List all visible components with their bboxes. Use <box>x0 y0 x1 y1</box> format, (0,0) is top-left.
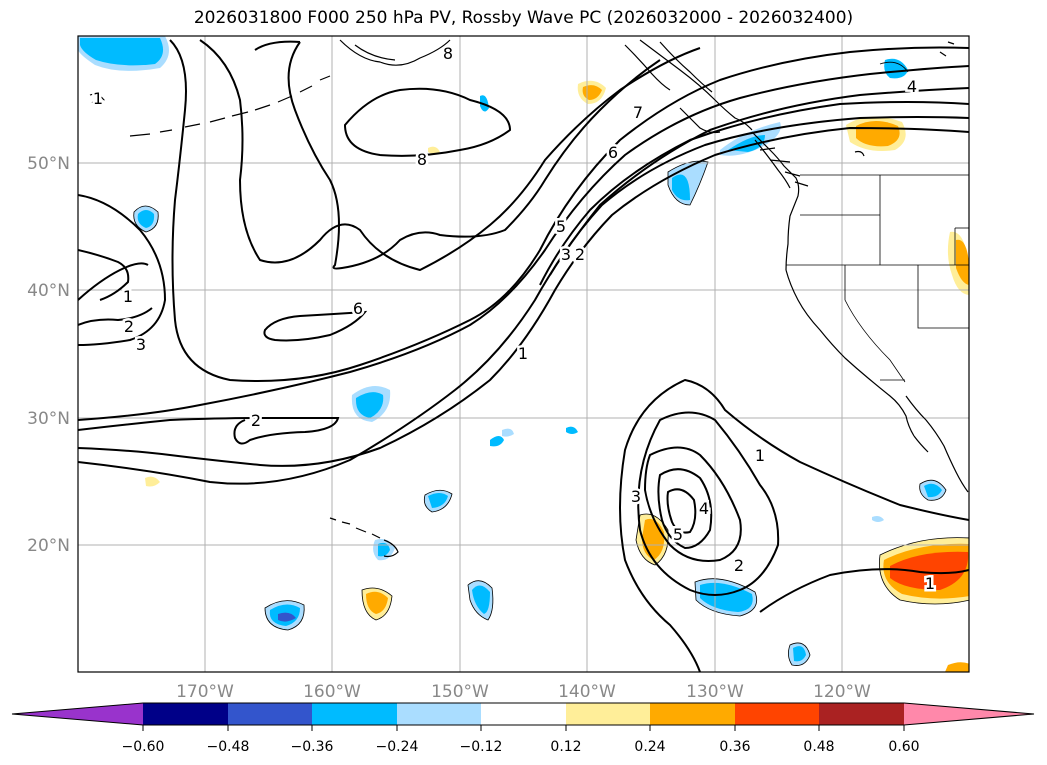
colorbar-segment <box>650 703 735 725</box>
longitude-labels: 170°W 160°W 150°W 140°W 130°W 120°W <box>176 682 871 702</box>
neg-blob <box>355 392 384 418</box>
map-background <box>78 36 969 672</box>
pos-blob <box>145 476 160 487</box>
contour-label: 3 <box>631 487 641 506</box>
neg-blob <box>137 210 155 228</box>
neg-blob <box>872 516 884 522</box>
colorbar-ticks: −0.60 −0.48 −0.36 −0.24 −0.12 0.12 0.24 … <box>122 739 920 755</box>
contour-label: 5 <box>673 525 683 544</box>
lat-label: 50°N <box>27 154 70 174</box>
pos-blob <box>366 591 388 614</box>
colorbar-segment <box>819 703 904 725</box>
contour-label: 6 <box>608 143 618 162</box>
colorbar-tick-label: 0.36 <box>719 739 750 755</box>
contour-label: 1 <box>123 287 133 306</box>
colorbar-segment <box>481 703 566 725</box>
contour-label: 6 <box>353 299 363 318</box>
pv-contours <box>78 39 969 672</box>
neg-blob <box>566 426 578 434</box>
neg-blob <box>672 174 690 201</box>
political-borders <box>786 174 969 383</box>
neg-blob <box>278 612 296 622</box>
neg-blob <box>884 58 908 79</box>
colorbar-tick-label: −0.12 <box>460 739 503 755</box>
lon-label: 130°W <box>686 682 744 702</box>
contour-label: 3 <box>136 335 146 354</box>
contour-label: 2 <box>734 556 744 575</box>
contour-label: 5 <box>556 217 566 236</box>
contour-label: 7 <box>633 103 643 122</box>
pos-blob <box>945 662 969 672</box>
colorbar-tick-label: −0.24 <box>376 739 419 755</box>
neg-blob <box>378 542 390 557</box>
lat-label: 40°N <box>27 281 70 301</box>
contour-label: 2 <box>251 411 261 430</box>
map-frame <box>77 35 970 673</box>
pos-blob <box>428 146 440 154</box>
neg-blob <box>80 38 164 66</box>
contour-label: 8 <box>443 44 453 63</box>
latitude-labels: 50°N 40°N 30°N 20°N <box>27 154 70 556</box>
colorbar-min-extend <box>12 703 143 725</box>
contour-label: 1 <box>518 344 528 363</box>
lon-label: 150°W <box>431 682 489 702</box>
contour-label: 1 <box>755 446 765 465</box>
contour-label: 2 <box>124 317 134 336</box>
lat-label: 30°N <box>27 409 70 429</box>
contour-label: 4 <box>699 499 709 518</box>
neg-blob <box>428 493 448 508</box>
neg-blob <box>793 646 806 662</box>
colorbar-segment <box>228 703 312 725</box>
lon-label: 160°W <box>303 682 361 702</box>
neg-blob <box>924 483 942 498</box>
colorbar-tick-label: 0.48 <box>803 739 834 755</box>
colorbar-tick-label: −0.60 <box>122 739 165 755</box>
lon-label: 170°W <box>176 682 234 702</box>
contour-label: 1 <box>93 89 103 108</box>
lon-label: 120°W <box>813 682 871 702</box>
pos-blob <box>890 551 969 590</box>
colorbar-max-extend <box>904 703 1034 725</box>
pos-blob <box>956 239 969 285</box>
contour-label: 2 <box>575 245 585 264</box>
contour-label: 4 <box>907 77 917 96</box>
contour-label: 3 <box>561 245 571 264</box>
colorbar-tick-label: 0.60 <box>888 739 919 755</box>
lon-label: 140°W <box>558 682 616 702</box>
colorbar-tick-label: −0.36 <box>291 739 334 755</box>
colorbar-tick-label: −0.48 <box>207 739 250 755</box>
neg-blob <box>472 585 490 614</box>
contour-label: 1 <box>925 574 935 593</box>
contour-labels: 8 8 7 6 5 3 2 4 1 2 3 1 6 1 2 1 3 4 5 2 … <box>90 42 937 596</box>
colorbar-tick-label: 0.12 <box>550 739 581 755</box>
neg-blob <box>502 428 514 437</box>
positive-anomaly-shading <box>145 80 969 672</box>
colorbar-tick-marks <box>142 725 905 731</box>
colorbar-segment <box>566 703 650 725</box>
colorbar-segment <box>735 703 819 725</box>
colorbar-segment <box>143 703 228 725</box>
colorbar-segment <box>312 703 397 725</box>
colorbar-segment <box>397 703 481 725</box>
colorbar-tick-label: 0.24 <box>634 739 665 755</box>
colorbar: −0.60 −0.48 −0.36 −0.24 −0.12 0.12 0.24 … <box>11 702 1035 755</box>
lat-label: 20°N <box>27 536 70 556</box>
neg-blob <box>490 436 504 447</box>
map-title: 2026031800 F000 250 hPa PV, Rossby Wave … <box>193 8 854 28</box>
contour-label: 8 <box>417 150 427 169</box>
negative-anomaly-shading <box>78 36 946 666</box>
pos-blob <box>856 121 900 147</box>
